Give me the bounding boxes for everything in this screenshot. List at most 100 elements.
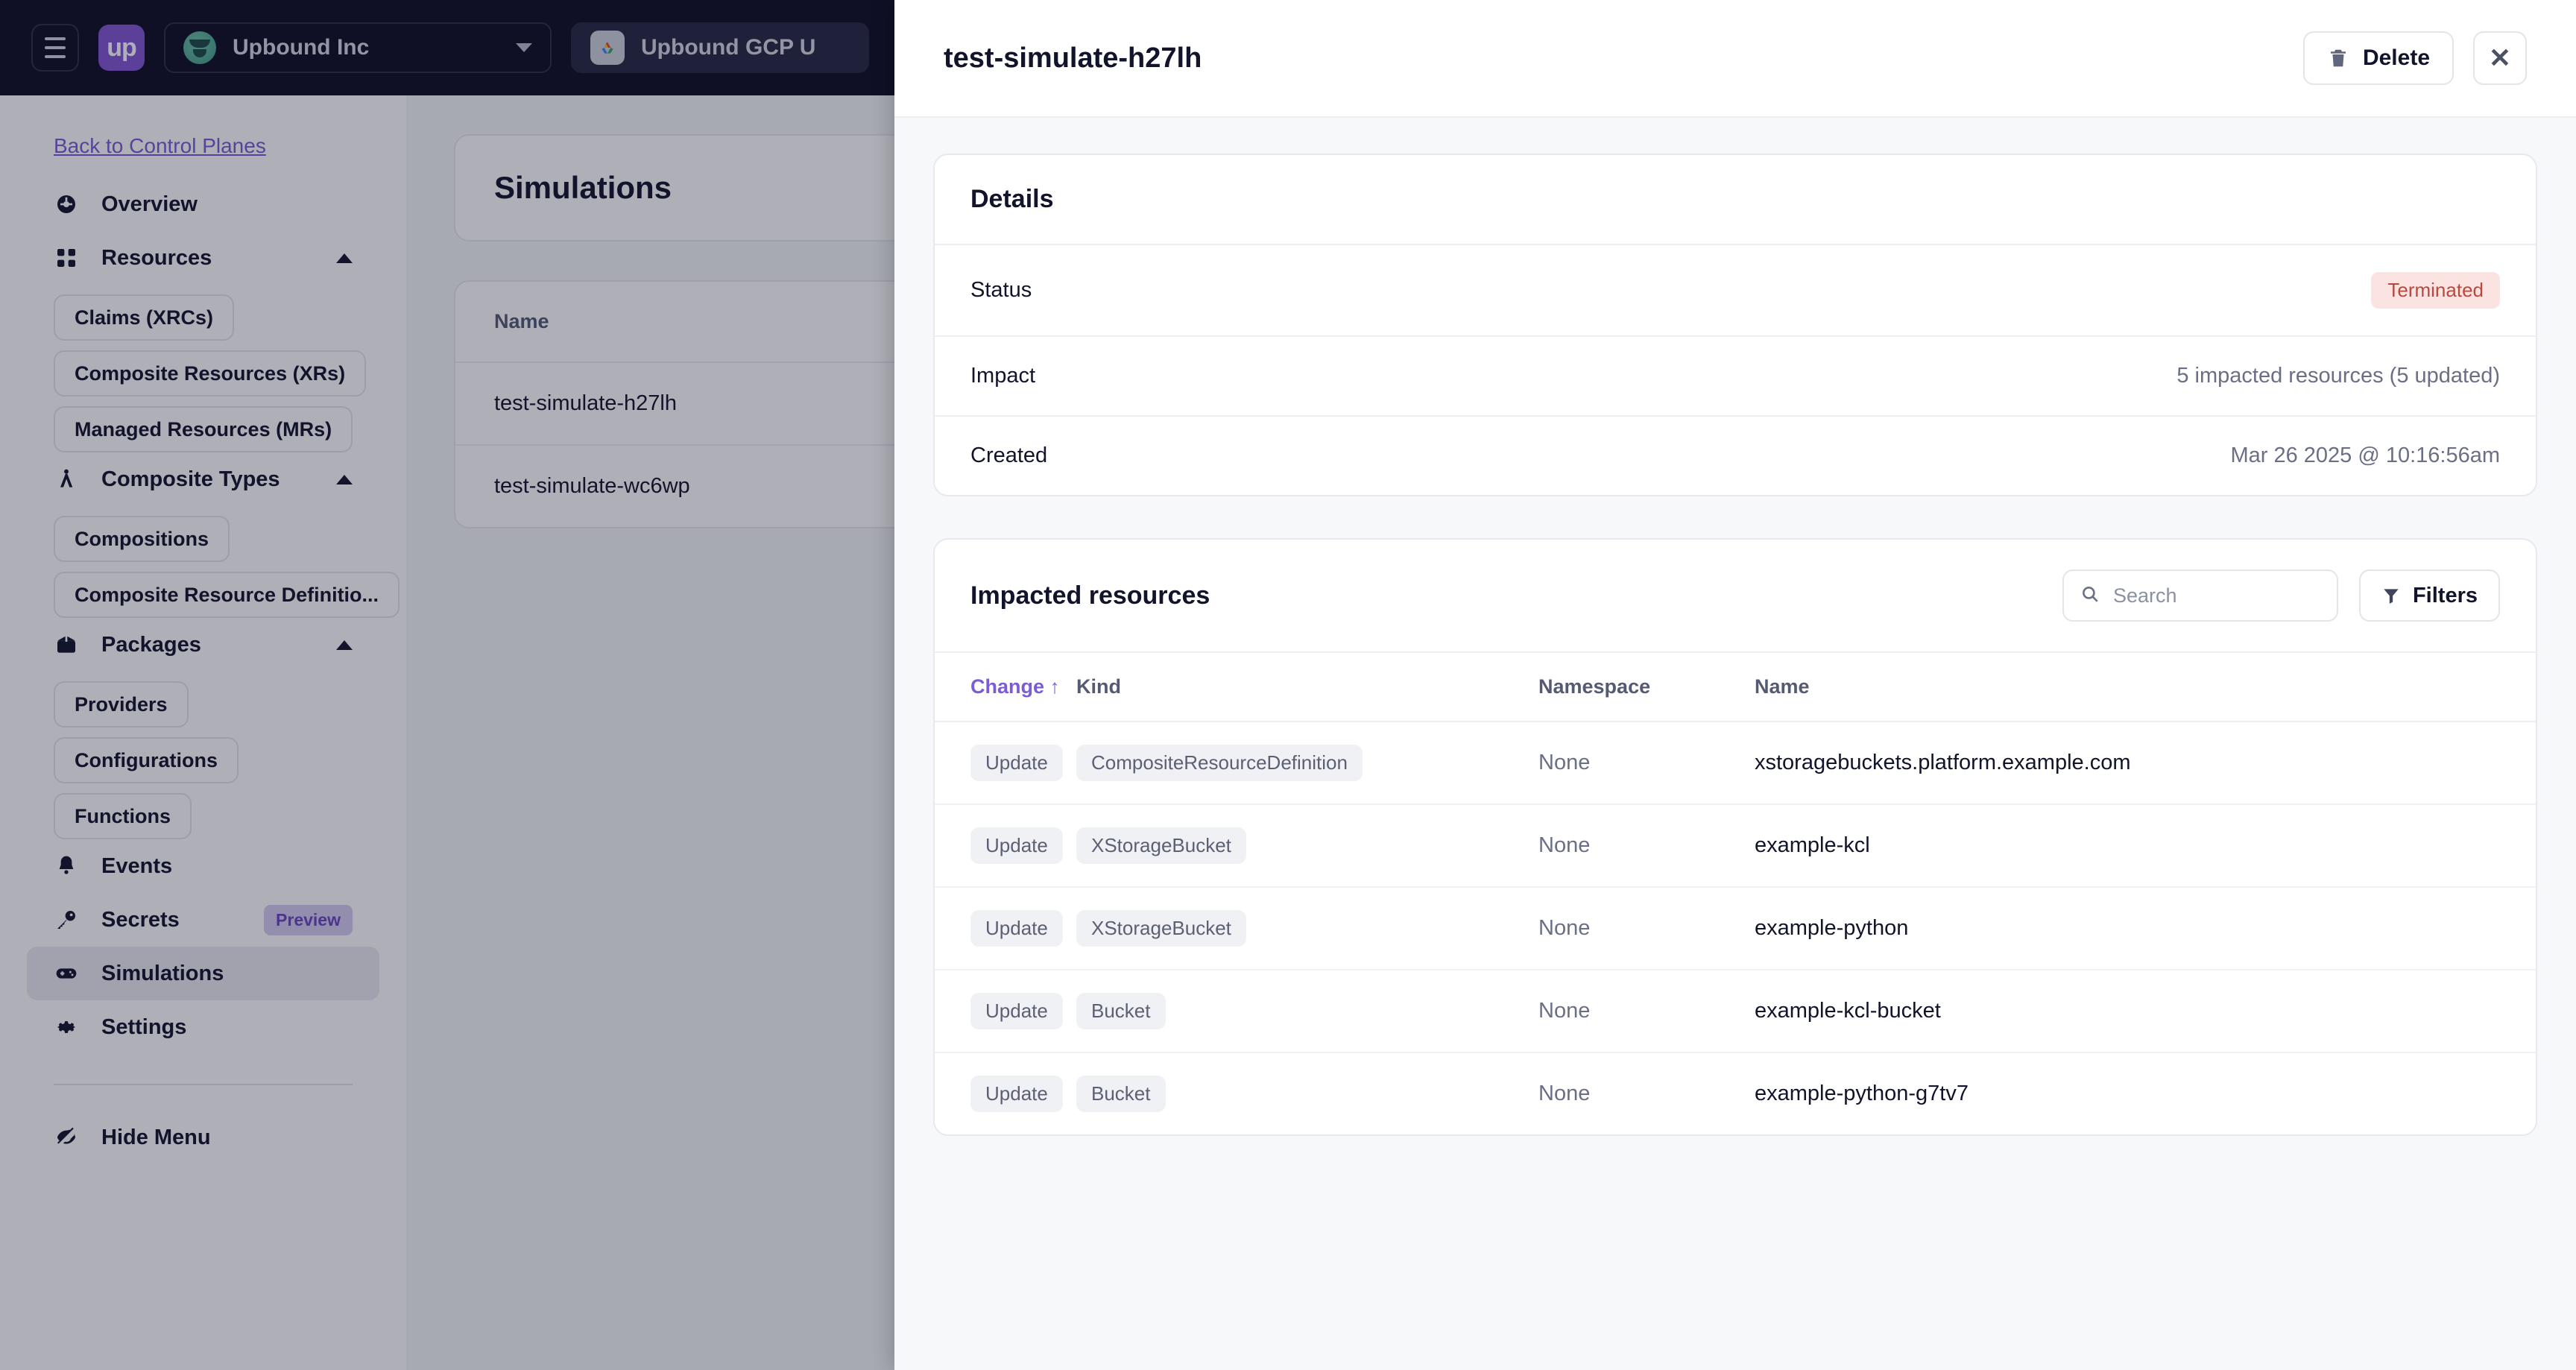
impacted-resources-header: Impacted resources Search Filters <box>935 540 2536 653</box>
page-title: Simulations <box>494 170 672 205</box>
impacted-resources-table: Change ↑ Kind Namespace Name Update Comp… <box>935 653 2536 1134</box>
change-tag: Update <box>970 910 1063 947</box>
impacted-resources-card: Impacted resources Search Filters <box>933 538 2537 1136</box>
sidebar-item-label: Overview <box>101 192 198 216</box>
drawer-header: test-simulate-h27lh Delete ✕ <box>894 0 2576 118</box>
org-name: Upbound Inc <box>233 35 370 60</box>
column-header-kind[interactable]: Kind <box>1076 653 1538 722</box>
detail-key: Status <box>970 278 1032 302</box>
sidebar-item-events[interactable]: Events <box>27 839 379 893</box>
column-header-change[interactable]: Change ↑ <box>935 653 1076 722</box>
change-tag: Update <box>970 993 1063 1029</box>
compass-icon <box>54 467 79 492</box>
gcp-cloud-icon <box>590 31 625 65</box>
sidebar-item-label: Resources <box>101 245 212 270</box>
namespace-value: None <box>1538 999 1591 1023</box>
sidebar-item-resources[interactable]: Resources <box>27 231 379 285</box>
details-card-header: Details <box>935 155 2536 245</box>
bell-icon <box>54 853 79 879</box>
details-title: Details <box>970 185 1054 213</box>
sidebar-item-functions[interactable]: Functions <box>54 793 192 839</box>
kind-tag: Bucket <box>1076 993 1166 1029</box>
simulation-detail-drawer: test-simulate-h27lh Delete ✕ Details Sta… <box>894 0 2576 1370</box>
gauge-icon <box>54 192 79 217</box>
preview-badge: Preview <box>264 904 353 935</box>
sidebar-item-overview[interactable]: Overview <box>27 177 379 231</box>
gamepad-icon <box>54 961 79 986</box>
resource-name: xstoragebuckets.platform.example.com <box>1755 751 2131 774</box>
namespace-value: None <box>1538 916 1591 940</box>
sidebar-item-label: Events <box>101 853 173 878</box>
back-to-control-planes-link[interactable]: Back to Control Planes <box>54 134 266 157</box>
sidebar-item-providers[interactable]: Providers <box>54 681 189 727</box>
detail-row-status: Status Terminated <box>935 245 2536 337</box>
org-avatar-icon <box>183 31 216 64</box>
close-button[interactable]: ✕ <box>2473 31 2527 85</box>
search-input[interactable]: Search <box>2062 569 2338 622</box>
table-row[interactable]: Update Bucket None example-kcl-bucket <box>935 970 2536 1053</box>
controlplane-tab-label: Upbound GCP U <box>641 35 816 60</box>
sidebar-item-configurations[interactable]: Configurations <box>54 737 239 783</box>
kind-tag: XStorageBucket <box>1076 910 1246 947</box>
column-header-change-label: Change <box>970 675 1045 698</box>
sidebar-item-secrets[interactable]: Secrets Preview <box>27 893 379 947</box>
resource-name: example-kcl-bucket <box>1755 999 1941 1023</box>
detail-value: Mar 26 2025 @ 10:16:56am <box>2230 443 2500 467</box>
package-icon <box>54 632 79 657</box>
namespace-value: None <box>1538 833 1591 857</box>
funnel-icon <box>2381 586 2401 605</box>
detail-key: Created <box>970 443 1048 467</box>
drawer-body: Details Status Terminated Impact 5 impac… <box>894 118 2576 1370</box>
detail-key: Impact <box>970 364 1036 388</box>
sidebar-item-composite-resources-xrs[interactable]: Composite Resources (XRs) <box>54 350 367 397</box>
hamburger-icon[interactable] <box>31 24 79 72</box>
hide-menu-label: Hide Menu <box>101 1125 211 1149</box>
eye-off-icon <box>54 1125 79 1150</box>
details-card: Details Status Terminated Impact 5 impac… <box>933 154 2537 496</box>
sidebar-item-compositions[interactable]: Compositions <box>54 516 230 562</box>
namespace-value: None <box>1538 751 1591 774</box>
resource-name: example-python-g7tv7 <box>1755 1082 1969 1105</box>
delete-button-label: Delete <box>2362 45 2430 70</box>
resource-name: example-python <box>1755 916 1909 940</box>
sidebar-item-claims-xrcs[interactable]: Claims (XRCs) <box>54 294 235 341</box>
change-tag: Update <box>970 745 1063 781</box>
impacted-resources-title: Impacted resources <box>970 581 1210 610</box>
simulations-table-header-name: Name <box>494 310 549 332</box>
change-tag: Update <box>970 1076 1063 1112</box>
trash-icon <box>2327 47 2349 69</box>
sidebar-item-simulations[interactable]: Simulations <box>27 947 379 1000</box>
kind-tag: CompositeResourceDefinition <box>1076 745 1363 781</box>
table-row[interactable]: Update Bucket None example-python-g7tv7 <box>935 1052 2536 1134</box>
chevron-up-icon <box>336 474 353 484</box>
chevron-up-icon <box>336 640 353 650</box>
sidebar-item-composite-types[interactable]: Composite Types <box>27 452 379 506</box>
table-header-row: Change ↑ Kind Namespace Name <box>935 653 2536 722</box>
sidebar-item-label: Settings <box>101 1014 187 1039</box>
controlplane-tab[interactable]: Upbound GCP U <box>571 22 869 73</box>
table-row[interactable]: Update XStorageBucket None example-kcl <box>935 804 2536 888</box>
column-header-namespace[interactable]: Namespace <box>1538 653 1755 722</box>
sidebar-item-managed-resources-mrs[interactable]: Managed Resources (MRs) <box>54 406 353 452</box>
up-logo[interactable]: up <box>98 25 145 71</box>
sidebar-item-settings[interactable]: Settings <box>27 1000 379 1054</box>
sidebar-item-label: Secrets <box>101 907 180 932</box>
sidebar-item-composite-resource-definitions[interactable]: Composite Resource Definitio... <box>54 572 400 618</box>
table-row[interactable]: Update XStorageBucket None example-pytho… <box>935 887 2536 970</box>
status-badge: Terminated <box>2371 272 2500 309</box>
drawer-title: test-simulate-h27lh <box>944 42 1202 74</box>
org-selector[interactable]: Upbound Inc <box>164 22 552 73</box>
grid-icon <box>54 245 79 271</box>
delete-button[interactable]: Delete <box>2302 31 2454 85</box>
search-placeholder: Search <box>2112 584 2177 607</box>
column-header-name[interactable]: Name <box>1755 653 2536 722</box>
kind-tag: Bucket <box>1076 1076 1166 1112</box>
filters-button[interactable]: Filters <box>2358 569 2500 622</box>
detail-value: 5 impacted resources (5 updated) <box>2176 364 2500 388</box>
close-icon: ✕ <box>2488 42 2512 73</box>
table-row[interactable]: Update CompositeResourceDefinition None … <box>935 722 2536 805</box>
hide-menu-button[interactable]: Hide Menu <box>27 1111 379 1164</box>
sidebar-item-label: Packages <box>101 632 201 657</box>
change-tag: Update <box>970 827 1063 864</box>
sidebar-item-packages[interactable]: Packages <box>27 618 379 672</box>
